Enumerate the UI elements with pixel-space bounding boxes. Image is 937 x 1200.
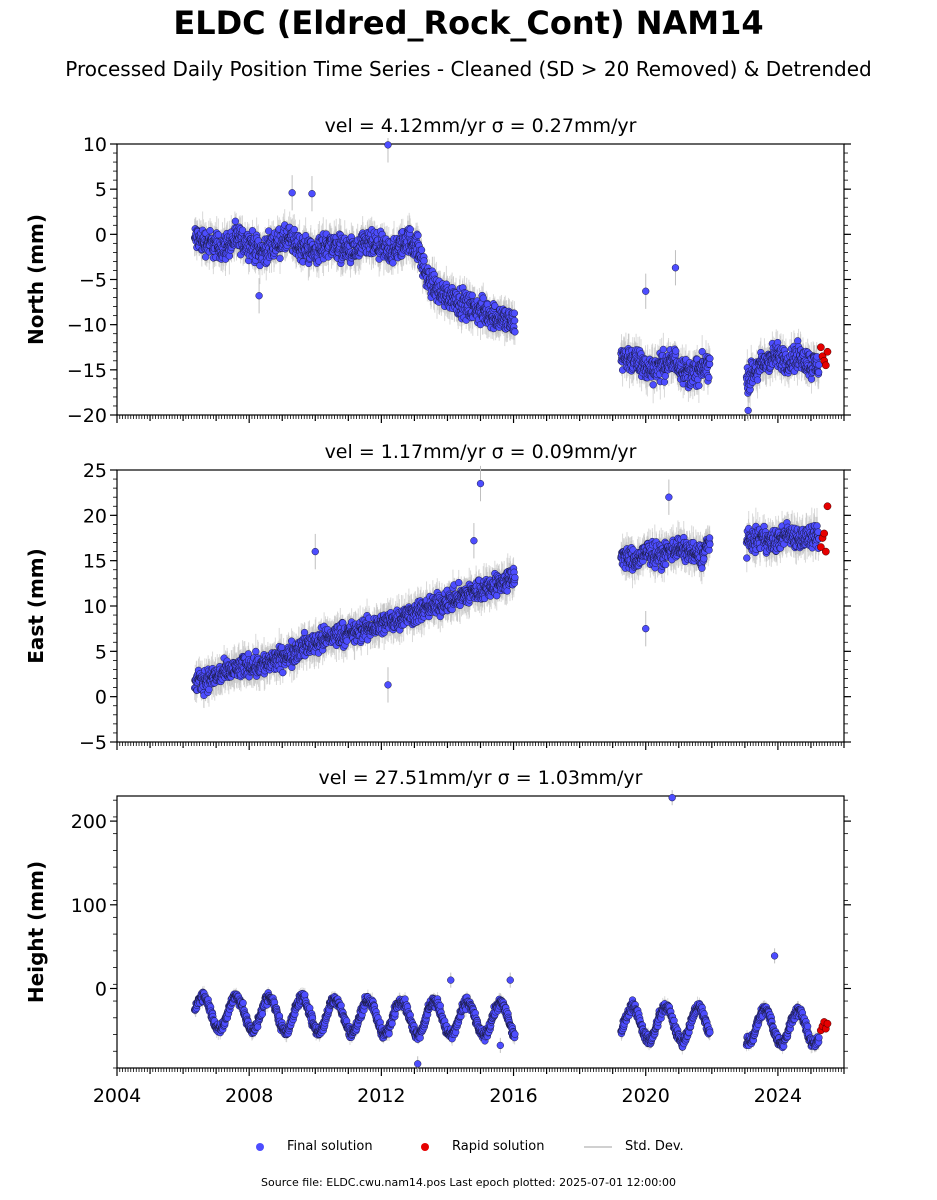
y-tick-label: 5 [95,179,107,201]
panel-title-east: vel = 1.17mm/yr σ = 0.09mm/yr [325,441,637,463]
y-tick-label: 0 [95,687,107,709]
final-point-outlier [308,190,316,198]
axes-frame-north [116,143,845,416]
figure-subtitle: Processed Daily Position Time Series - C… [65,57,872,81]
y-tick-label: 25 [83,460,107,482]
final-point [753,376,762,384]
final-point [661,372,669,380]
final-point [276,254,284,262]
final-point [815,368,823,376]
final-point [290,225,298,234]
final-point [672,347,680,355]
final-point-outlier [255,292,263,300]
final-point-outlier [744,406,752,415]
final-point-outlier [384,141,392,149]
y-tick-label: −5 [79,270,107,292]
final-point [414,231,422,239]
final-point [214,231,222,239]
final-points-north [191,141,823,415]
y-tick-label: 0 [95,224,107,246]
y-tick-label: 15 [83,551,107,573]
final-point [202,253,210,261]
final-point [659,345,668,354]
panel-east: vel = 1.17mm/yr σ = 0.09mm/yr East (mm) −5… [24,441,851,754]
y-tick-label: −20 [67,405,107,427]
final-point-outlier [642,287,650,295]
y-tick-label: −5 [79,732,107,754]
final-point [807,375,816,383]
final-point [479,294,487,302]
final-point [420,257,428,265]
final-point [698,348,706,356]
final-point-outlier [288,189,296,197]
rapid-point [821,361,830,370]
final-point [406,225,414,233]
y-tick-label: 10 [83,134,107,156]
final-point [389,259,397,267]
y-tick-label: 20 [83,505,107,527]
plot-area-east [191,465,832,709]
final-point [248,227,257,235]
panel-title-north: vel = 4.12mm/yr σ = 0.27mm/yr [325,115,637,137]
y-tick-label: 10 [83,596,107,618]
rapid-point [817,343,825,352]
y-tick-label: −15 [67,360,107,382]
final-point-outlier [671,264,680,272]
final-point [705,373,713,382]
final-point [468,291,476,299]
y-tick-label: −10 [67,315,107,337]
y-axis-label-east: East (mm) [24,548,48,664]
final-point [706,354,714,363]
final-point [206,226,214,235]
y-tick-label: 5 [95,641,107,663]
final-point [417,246,426,254]
figure-title: ELDC (Eldred_Rock_Cont) NAM14 [173,4,764,42]
final-point [695,381,703,390]
rapid-points-north [817,343,832,370]
final-point [238,226,247,234]
rapid-point [823,347,832,356]
final-point [510,309,519,317]
y-axis-label-north: North (mm) [24,214,48,345]
std-dev-bars-north [194,138,820,421]
plot-area-north [191,138,832,421]
final-point [510,316,519,325]
final-point [231,217,240,225]
final-point [649,381,657,389]
final-point [660,378,669,386]
final-point [511,328,519,336]
